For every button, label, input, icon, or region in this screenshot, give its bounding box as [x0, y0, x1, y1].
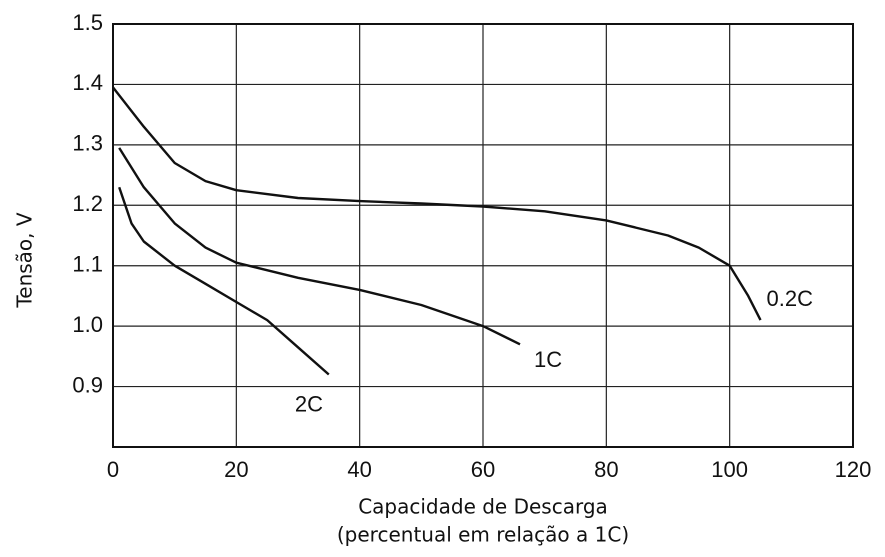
series-label: 0.2C — [767, 286, 814, 311]
series-label: 2C — [295, 391, 323, 416]
y-axis-label: Tensão, V — [13, 212, 37, 308]
series-line — [118, 147, 521, 346]
y-tick-label: 1.1 — [72, 252, 103, 277]
x-tick-label: 80 — [594, 457, 618, 482]
x-tick-label: 60 — [471, 457, 495, 482]
x-tick-label: 40 — [347, 457, 371, 482]
y-tick-label: 1.0 — [72, 312, 103, 337]
y-tick-label: 1.5 — [72, 10, 103, 35]
y-tick-label: 1.4 — [72, 70, 103, 95]
series-line — [118, 186, 330, 376]
plot-frame — [112, 23, 854, 448]
y-tick-label: 0.9 — [72, 372, 103, 397]
x-tick-label: 20 — [224, 457, 248, 482]
x-tick-label: 120 — [835, 457, 872, 482]
series-line — [112, 86, 762, 321]
x-axis-label: (percentual em relação a 1C) — [337, 523, 629, 547]
y-tick-label: 1.3 — [72, 131, 103, 156]
y-tick-label: 1.2 — [72, 191, 103, 216]
x-axis-label: Capacidade de Descarga — [358, 495, 608, 519]
x-tick-label: 100 — [711, 457, 748, 482]
x-tick-label: 0 — [107, 457, 119, 482]
series-label: 1C — [534, 347, 562, 372]
